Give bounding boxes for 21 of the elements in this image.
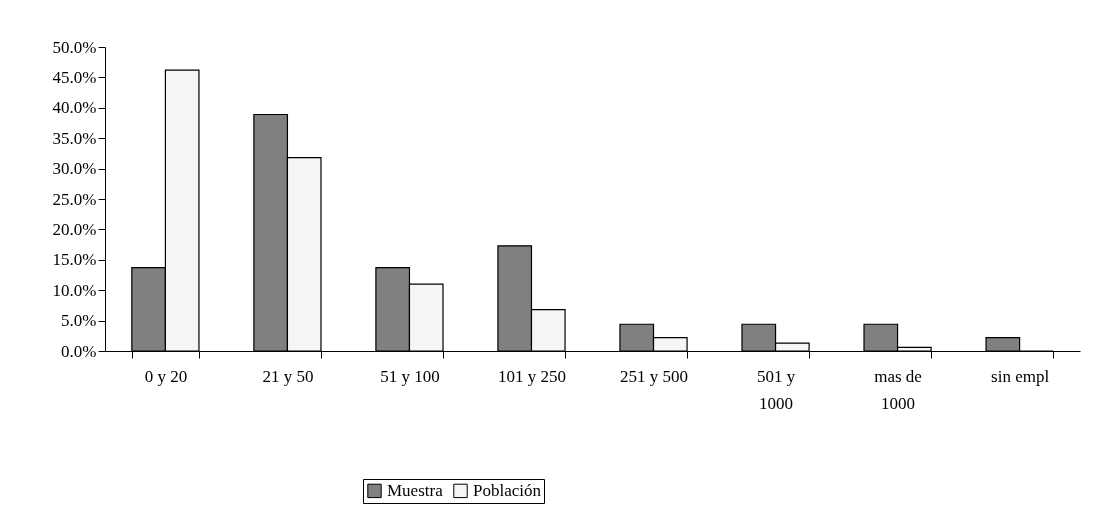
x-tick-label: 501 y 1000	[756, 366, 796, 413]
x-tick-label: 101 y 250	[497, 366, 566, 386]
y-tick-label: 0.0%	[61, 341, 97, 361]
y-tick-label: 5.0%	[61, 311, 97, 331]
legend-label: Población	[473, 480, 542, 500]
y-tick-label: 35.0%	[52, 128, 97, 148]
x-tick-label: 251 y 500	[620, 366, 689, 386]
legend-label: Muestra	[387, 480, 444, 500]
x-tick-label: 51 y 100	[380, 366, 440, 386]
y-tick-label: 25.0%	[52, 189, 97, 209]
x-tick-label: 21 y 50	[262, 366, 314, 386]
y-tick-label: 15.0%	[52, 250, 97, 270]
x-tick-label: 0 y 20	[144, 366, 188, 386]
x-tick-label: mas de 1000	[874, 366, 922, 413]
y-tick-label: 40.0%	[52, 98, 97, 118]
y-tick-label: 50.0%	[52, 37, 97, 57]
y-tick-label: 45.0%	[52, 67, 97, 87]
x-tick-label: sin empl	[991, 366, 1050, 386]
y-tick-label: 20.0%	[52, 219, 97, 239]
y-tick-label: 10.0%	[52, 280, 97, 300]
y-tick-label: 30.0%	[52, 159, 97, 179]
